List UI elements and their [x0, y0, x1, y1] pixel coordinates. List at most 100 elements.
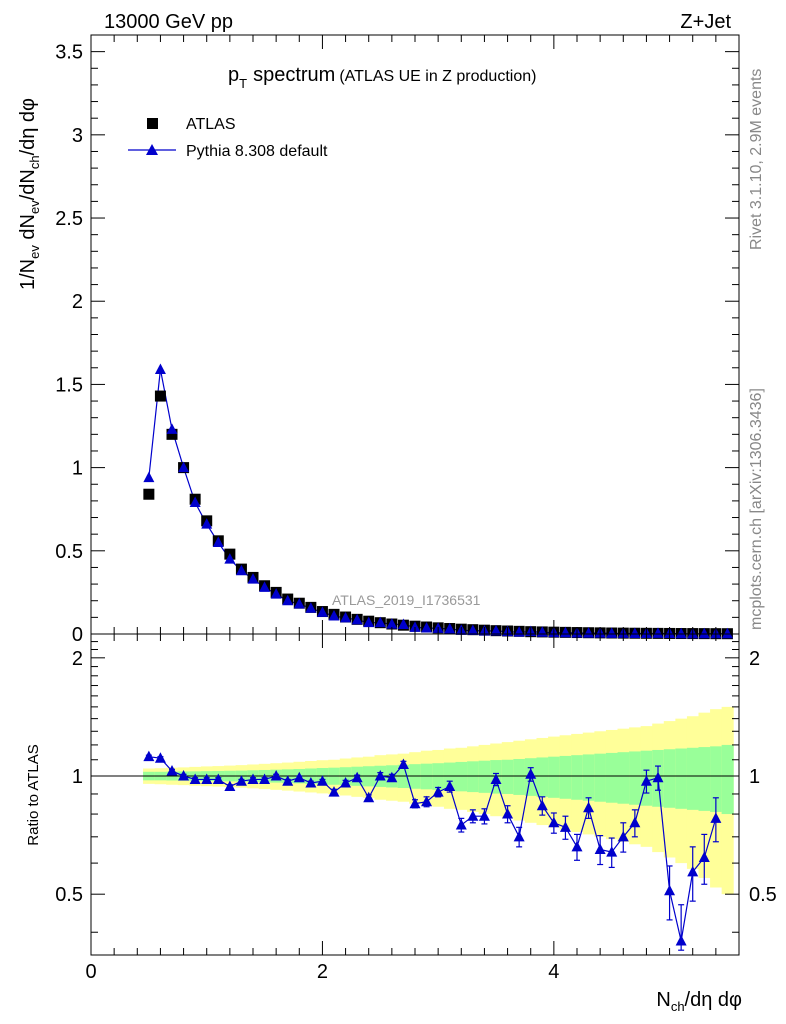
- ratio-pythia-point: [282, 775, 294, 786]
- pythia-point: [305, 602, 317, 613]
- ratio-pythia-point: [675, 934, 687, 946]
- ratio-y-label: Ratio to ATLAS: [25, 744, 42, 845]
- ratio-band-inner: [663, 749, 676, 808]
- ratio-y-tick-label: 0.5: [55, 884, 83, 906]
- x-axis: 0 2 4: [85, 634, 740, 983]
- ratio-pythia-point: [525, 768, 537, 779]
- ratio-band-inner: [501, 759, 514, 794]
- pythia-point: [397, 618, 409, 630]
- ratio-pythia-point: [664, 884, 676, 896]
- legend-marker-pythia: [146, 144, 158, 155]
- ratio-band-inner: [478, 760, 491, 793]
- ratio-pythia-point: [259, 773, 271, 784]
- pythia-point: [698, 627, 710, 639]
- ratio-pythia-point: [316, 775, 328, 786]
- ratio-pythia-point: [421, 795, 433, 807]
- x-tick-label: 0: [85, 961, 96, 983]
- rivet-label: Rivet 3.1.10, 2.9M events: [748, 69, 765, 250]
- ratio-pythia-point: [351, 771, 363, 783]
- main-y-tick-label: 1: [72, 458, 83, 480]
- ratio-band-inner: [594, 753, 607, 802]
- main-y-tick-label: 2: [72, 291, 83, 313]
- main-y-tick-label: 1.5: [55, 374, 83, 396]
- ratio-pythia-point: [444, 780, 456, 792]
- ratio-pythia-point: [305, 776, 317, 788]
- atlas-point: [143, 488, 155, 500]
- ratio-pythia-point: [235, 775, 247, 786]
- ratio-pythia-point: [247, 773, 259, 784]
- ratio-pythia-point: [178, 770, 190, 781]
- pythia-point: [721, 627, 733, 639]
- ratio-y-tick-label-right: 2: [749, 648, 760, 670]
- legend-marker-atlas: [147, 118, 158, 129]
- ratio-pythia-point: [374, 770, 386, 781]
- ratio-pythia-point: [409, 797, 421, 809]
- ratio-pythia-point: [502, 808, 514, 819]
- pythia-point: [409, 621, 421, 632]
- ratio-pythia-point: [293, 771, 305, 783]
- ratio-pythia-point: [467, 810, 479, 821]
- ratio-pythia-point: [212, 773, 224, 784]
- ratio-pythia-point: [490, 773, 502, 784]
- ratio-pythia-point: [617, 830, 629, 842]
- ratio-pythia-point: [594, 843, 606, 854]
- ratio-pythia-point: [559, 821, 571, 832]
- ratio-band-inner: [721, 744, 734, 815]
- pythia-point: [259, 581, 271, 592]
- ratio-pythia-point: [224, 780, 236, 792]
- ratio-bands-layer: [143, 706, 734, 895]
- ratio-pythia-point: [166, 764, 178, 776]
- ratio-pythia-point: [270, 770, 282, 781]
- ratio-pythia-point: [583, 801, 595, 813]
- mcplots-label: mcplots.cern.ch [arXiv:1306.3436]: [748, 388, 765, 630]
- atlas-point: [154, 390, 166, 402]
- pythia-point: [143, 471, 155, 483]
- ratio-pythia-point: [328, 786, 340, 797]
- x-axis-label: Nch/dη dφ: [656, 989, 742, 1014]
- ratio-band-inner: [605, 752, 618, 803]
- pythia-point: [328, 610, 340, 621]
- ratio-pythia-point: [571, 840, 583, 852]
- ratio-pythia-point: [143, 750, 155, 762]
- pythia-point: [421, 622, 433, 633]
- pythia-point: [386, 618, 398, 629]
- ratio-pythia-point: [386, 771, 398, 783]
- pythia-point: [374, 616, 386, 628]
- pythia-point: [559, 626, 571, 638]
- pythia-point: [247, 573, 259, 584]
- ratio-pythia-point: [606, 846, 618, 857]
- ratio-pythia-point: [698, 851, 710, 863]
- legend-label-atlas: ATLAS: [186, 116, 236, 133]
- pythia-point: [154, 363, 166, 374]
- ratio-pythia-point: [154, 752, 166, 763]
- ratio-band-inner: [513, 758, 526, 795]
- pythia-point: [340, 611, 352, 623]
- ratio-band-inner: [617, 752, 630, 804]
- pythia-point: [444, 622, 456, 634]
- pythia-point: [189, 496, 201, 508]
- ratio-pythia-point: [432, 786, 444, 797]
- header-right: Z+Jet: [680, 11, 731, 33]
- main-y-tick-label: 3: [72, 125, 83, 147]
- ratio-pythia-point: [189, 773, 201, 784]
- ratio-pythia-point: [513, 830, 525, 842]
- ratio-pythia-point: [536, 799, 548, 811]
- x-tick-label: 4: [548, 961, 559, 983]
- pythia-point: [675, 627, 687, 639]
- ratio-band-inner: [698, 747, 711, 811]
- pythia-point: [606, 627, 618, 638]
- ratio-y-axis: 0.5 0.5 1 1 2 2: [55, 641, 777, 933]
- ratio-band-inner: [686, 747, 699, 810]
- ratio-pythia-point: [340, 776, 352, 788]
- main-y-label: 1/Nev dNev/dNch/dη dφ: [17, 98, 42, 290]
- pythia-point: [467, 624, 479, 636]
- title-paren: (ATLAS UE in Z production): [339, 68, 536, 85]
- ratio-series-layer: [143, 750, 722, 951]
- pythia-point: [652, 627, 664, 638]
- ratio-pythia-point: [455, 819, 467, 830]
- pythia-point: [235, 564, 247, 576]
- ratio-band-inner: [582, 754, 595, 801]
- main-y-tick-label: 0: [72, 624, 83, 646]
- ratio-pythia-point: [640, 775, 652, 786]
